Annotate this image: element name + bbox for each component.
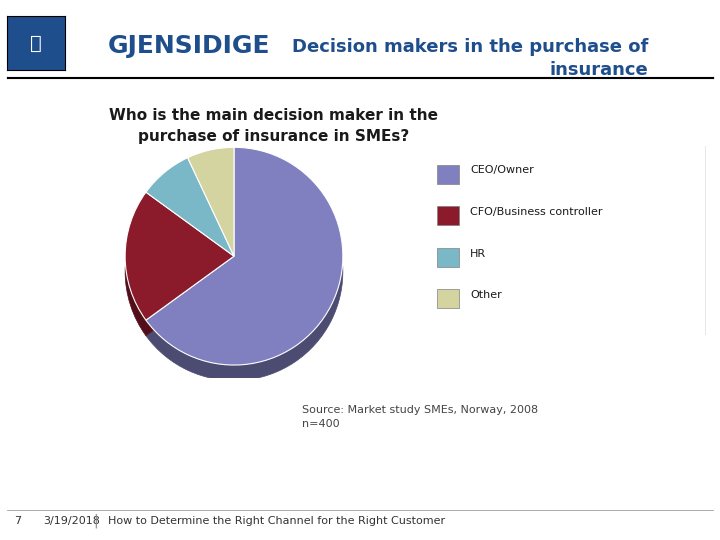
- Text: 7: 7: [14, 516, 22, 526]
- Text: HR: HR: [470, 248, 487, 259]
- Text: 🧍: 🧍: [30, 33, 42, 53]
- Text: Source: Market study SMEs, Norway, 2008
n=400: Source: Market study SMEs, Norway, 2008 …: [302, 405, 539, 429]
- Wedge shape: [146, 163, 343, 381]
- Wedge shape: [146, 147, 343, 365]
- FancyBboxPatch shape: [438, 165, 459, 184]
- Text: How to Determine the Right Channel for the Right Customer: How to Determine the Right Channel for t…: [108, 516, 445, 526]
- Text: CFO/Business controller: CFO/Business controller: [470, 207, 603, 217]
- Wedge shape: [146, 158, 234, 256]
- FancyBboxPatch shape: [438, 248, 459, 267]
- FancyBboxPatch shape: [438, 206, 459, 225]
- Text: Who is the main decision maker in the
purchase of insurance in SMEs?: Who is the main decision maker in the pu…: [109, 108, 438, 144]
- Text: 3/19/2018: 3/19/2018: [43, 516, 100, 526]
- Text: Other: Other: [470, 290, 502, 300]
- Text: Decision makers in the purchase of
insurance: Decision makers in the purchase of insur…: [292, 38, 648, 79]
- Wedge shape: [125, 208, 234, 336]
- Wedge shape: [125, 192, 234, 320]
- Text: |: |: [94, 514, 98, 528]
- Text: GJENSIDIGE: GJENSIDIGE: [108, 34, 271, 58]
- Text: CEO/Owner: CEO/Owner: [470, 165, 534, 176]
- Wedge shape: [188, 147, 234, 256]
- Wedge shape: [188, 163, 234, 272]
- Wedge shape: [146, 173, 234, 272]
- FancyBboxPatch shape: [438, 289, 459, 308]
